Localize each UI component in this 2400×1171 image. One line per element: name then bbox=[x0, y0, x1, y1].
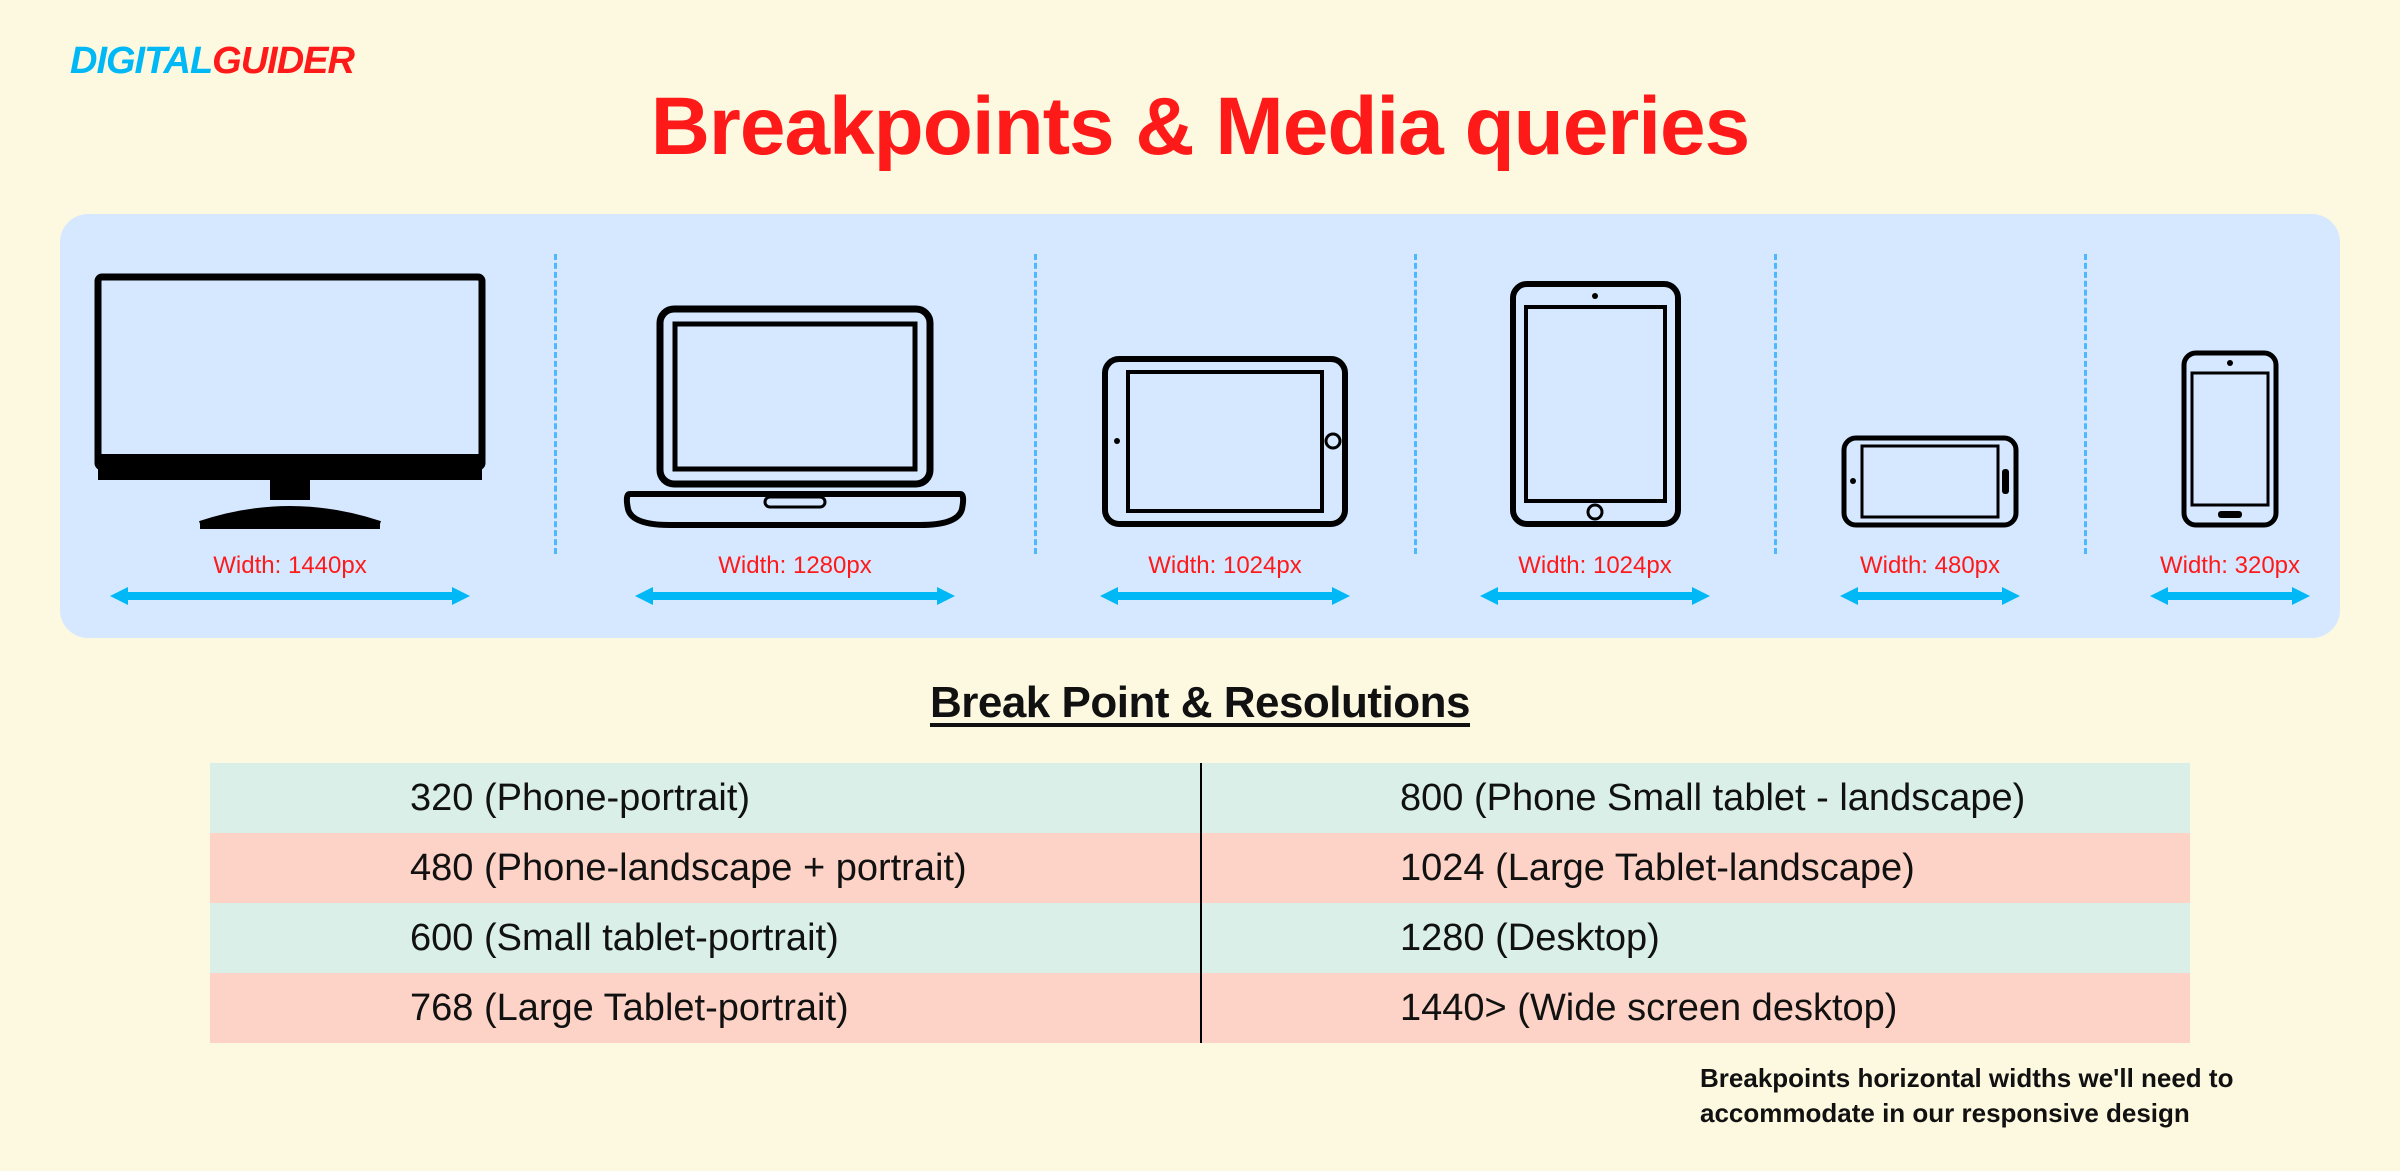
panel-divider bbox=[1414, 254, 1417, 554]
phone-portrait-icon bbox=[2180, 349, 2280, 534]
width-arrow-icon bbox=[1840, 584, 2020, 608]
width-label: Width: 1280px bbox=[718, 552, 871, 580]
table-divider bbox=[1200, 763, 1202, 1043]
panel-divider bbox=[1034, 254, 1037, 554]
logo-part1: DIGITAL bbox=[70, 40, 212, 82]
width-label: Width: 480px bbox=[1860, 552, 2000, 580]
table-row: 320 (Phone-portrait) bbox=[210, 763, 1200, 833]
table-row: 600 (Small tablet-portrait) bbox=[210, 903, 1200, 973]
device-col-phone-portrait: Width: 320px bbox=[2150, 254, 2310, 608]
table-row: 1280 (Desktop) bbox=[1200, 903, 2190, 973]
width-label: Width: 1024px bbox=[1148, 552, 1301, 580]
width-label: Width: 1024px bbox=[1518, 552, 1671, 580]
device-col-phone-landscape: Width: 480px bbox=[1840, 254, 2020, 608]
logo: DIGITALGUIDER bbox=[70, 40, 354, 83]
table-row: 768 (Large Tablet-portrait) bbox=[210, 973, 1200, 1043]
device-col-monitor: Width: 1440px bbox=[90, 254, 490, 608]
tablet-landscape-icon bbox=[1100, 354, 1350, 534]
footnote: Breakpoints horizontal widths we'll need… bbox=[1700, 1061, 2320, 1131]
width-arrow-icon bbox=[2150, 584, 2310, 608]
width-label: Width: 320px bbox=[2160, 552, 2300, 580]
panel-divider bbox=[554, 254, 557, 554]
width-label: Width: 1440px bbox=[213, 552, 366, 580]
width-arrow-icon bbox=[1100, 584, 1350, 608]
table-col-right: 800 (Phone Small tablet - landscape) 102… bbox=[1200, 763, 2190, 1043]
width-arrow-icon bbox=[110, 584, 470, 608]
panel-divider bbox=[2084, 254, 2087, 554]
table-row: 800 (Phone Small tablet - landscape) bbox=[1200, 763, 2190, 833]
device-col-laptop: Width: 1280px bbox=[620, 254, 970, 608]
logo-part2: GUIDER bbox=[212, 40, 354, 82]
tablet-portrait-icon bbox=[1508, 279, 1683, 534]
desktop-monitor-icon bbox=[90, 269, 490, 534]
laptop-icon bbox=[620, 299, 970, 534]
device-col-tablet-portrait: Width: 1024px bbox=[1480, 254, 1710, 608]
phone-landscape-icon bbox=[1840, 434, 2020, 534]
table-row: 480 (Phone-landscape + portrait) bbox=[210, 833, 1200, 903]
device-panel: Width: 1440px Width: 1280px bbox=[60, 214, 2340, 638]
device-col-tablet-landscape: Width: 1024px bbox=[1100, 254, 1350, 608]
breakpoint-table: 320 (Phone-portrait) 480 (Phone-landscap… bbox=[210, 763, 2190, 1043]
table-row: 1024 (Large Tablet-landscape) bbox=[1200, 833, 2190, 903]
table-col-left: 320 (Phone-portrait) 480 (Phone-landscap… bbox=[210, 763, 1200, 1043]
table-title: Break Point & Resolutions bbox=[50, 678, 2350, 728]
width-arrow-icon bbox=[1480, 584, 1710, 608]
panel-divider bbox=[1774, 254, 1777, 554]
page-title: Breakpoints & Media queries bbox=[50, 80, 2350, 174]
table-row: 1440> (Wide screen desktop) bbox=[1200, 973, 2190, 1043]
width-arrow-icon bbox=[635, 584, 955, 608]
